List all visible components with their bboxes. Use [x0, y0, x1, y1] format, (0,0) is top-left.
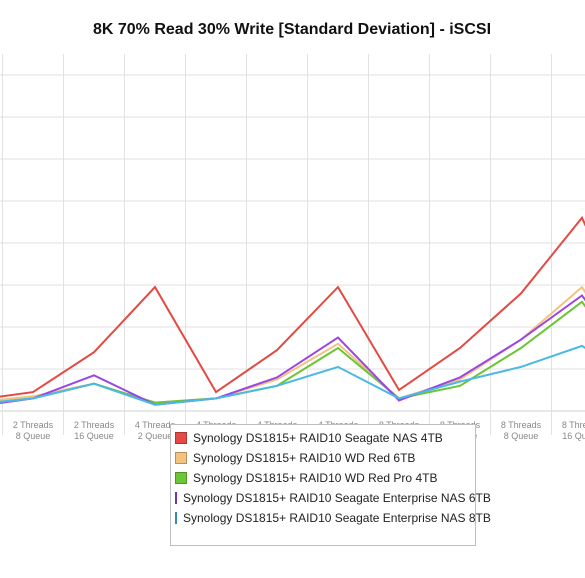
data-point [276, 378, 278, 381]
legend-item: Synology DS1815+ RAID10 WD Red Pro 4TB [171, 468, 475, 488]
data-point [459, 380, 461, 383]
data-point [459, 385, 461, 387]
legend-swatch [175, 432, 187, 444]
legend-swatch [175, 472, 187, 484]
data-point [520, 366, 522, 368]
data-point [215, 397, 217, 400]
data-point [398, 389, 400, 391]
x-tick-label: 2 Queue [138, 431, 173, 441]
data-point [520, 292, 522, 295]
data-point [32, 397, 34, 400]
x-tick-label: 2 Threads [74, 420, 115, 430]
data-point [154, 403, 156, 406]
data-point [581, 345, 583, 347]
x-tick-label: 2 Threads [13, 420, 54, 430]
data-point [337, 343, 339, 345]
data-point [93, 351, 95, 354]
x-tick-label: 16 Queue [74, 431, 114, 441]
legend-label: Synology DS1815+ RAID10 WD Red 6TB [193, 451, 416, 465]
legend-label: Synology DS1815+ RAID10 Seagate Enterpri… [183, 491, 491, 505]
data-point [154, 401, 156, 404]
legend-item: Synology DS1815+ RAID10 Seagate Enterpri… [171, 508, 491, 528]
legend-item: Synology DS1815+ RAID10 Seagate NAS 4TB [171, 428, 475, 448]
data-point [581, 301, 583, 303]
x-tick-label: 8 Queue [16, 431, 51, 441]
series-4 [0, 344, 585, 406]
legend-item: Synology DS1815+ RAID10 WD Red 6TB [171, 448, 475, 468]
data-point [459, 378, 461, 381]
data-point [337, 366, 339, 368]
legend-swatch [175, 492, 177, 504]
series-line [0, 294, 585, 406]
legend-label: Synology DS1815+ RAID10 WD Red Pro 4TB [193, 471, 438, 485]
legend: Synology DS1815+ RAID10 Seagate NAS 4TB S… [170, 424, 491, 546]
data-point [581, 286, 583, 288]
data-point [32, 391, 34, 393]
data-point [337, 347, 339, 349]
data-point [215, 391, 217, 393]
data-point [32, 395, 34, 398]
legend-label: Synology DS1815+ RAID10 Seagate NAS 4TB [193, 431, 443, 445]
data-point [93, 382, 95, 385]
legend-swatch [175, 452, 187, 464]
data-point [154, 286, 156, 288]
x-tick-label: 8 Threads [501, 420, 542, 430]
data-point [520, 347, 522, 349]
x-tick-label: 8 Queue [504, 431, 539, 441]
x-tick-label: 8 Threads [562, 420, 585, 430]
x-tick-label: 16 Queue [562, 431, 585, 441]
data-point [520, 338, 522, 341]
data-point [276, 385, 278, 387]
data-point [337, 286, 339, 288]
data-point [276, 376, 278, 379]
series-lines [0, 215, 585, 406]
x-tick-label: 4 Threads [135, 420, 176, 430]
data-point [398, 399, 400, 402]
data-point [581, 294, 583, 297]
legend-label: Synology DS1815+ RAID10 Seagate Enterpri… [183, 511, 491, 525]
data-point [459, 376, 461, 379]
series-0 [0, 215, 585, 398]
series-3 [0, 294, 585, 406]
data-point [93, 374, 95, 377]
chart-title: 8K 70% Read 30% Write [Standard Deviatio… [93, 21, 491, 38]
data-point [276, 349, 278, 351]
data-point [398, 397, 400, 400]
data-point [337, 336, 339, 339]
legend-item: Synology DS1815+ RAID10 Seagate Enterpri… [171, 488, 491, 508]
data-point [581, 217, 583, 219]
data-point [459, 347, 461, 349]
legend-swatch [175, 512, 177, 524]
